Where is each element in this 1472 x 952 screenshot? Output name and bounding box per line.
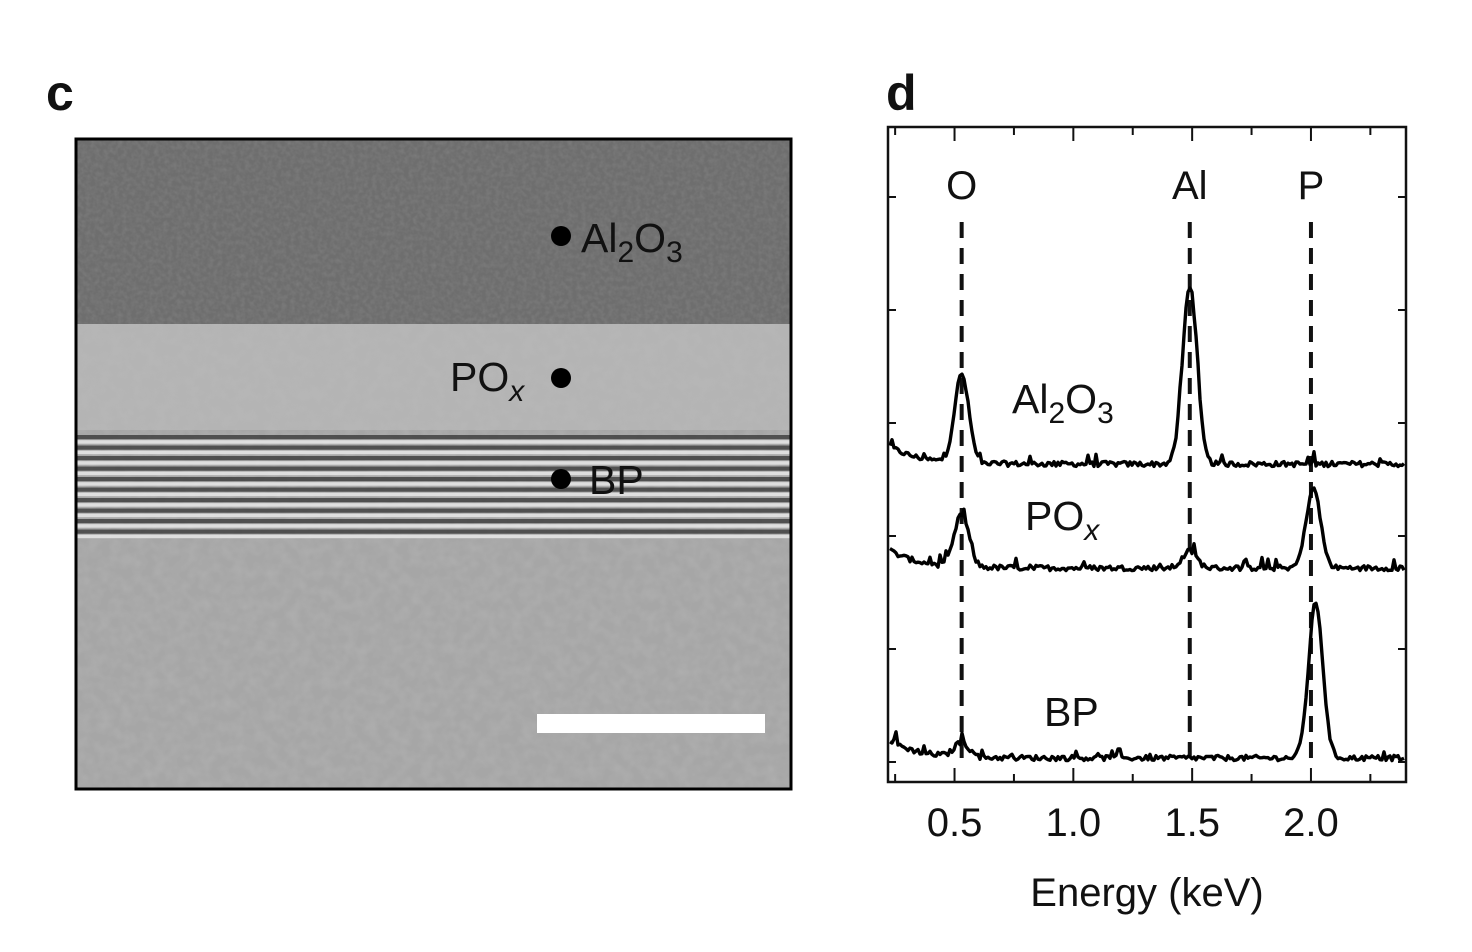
- bp-fringe-dark: [77, 477, 791, 482]
- series-label: Al2O3: [1012, 376, 1114, 430]
- bp-fringe-dark: [77, 508, 791, 513]
- series-label: POx: [1025, 493, 1100, 547]
- bp-fringe-dark: [77, 487, 791, 492]
- bp-fringe-light: [77, 513, 791, 518]
- panel-letter-d: d: [886, 65, 917, 121]
- label-pox-tem: POx: [450, 354, 525, 408]
- bp-fringe-dark: [77, 445, 791, 450]
- x-tick-label: 1.5: [1164, 801, 1220, 845]
- panel-letter-c: c: [46, 65, 74, 121]
- bp-fringe-light: [77, 482, 791, 486]
- x-tick-label: 2.0: [1283, 801, 1339, 845]
- bp-fringe-light: [77, 450, 791, 455]
- scale-bar: [537, 714, 765, 733]
- spectrum-line-0: [888, 286, 1406, 469]
- series-labels: Al2O3 POx BP: [1012, 376, 1114, 735]
- bp-fringe-dark: [77, 529, 791, 534]
- bp-lattice-fringes: [77, 435, 791, 539]
- bp-fringe-dark: [77, 456, 791, 461]
- x-axis-label: Energy (keV): [1030, 871, 1263, 915]
- bp-fringe-dark: [77, 435, 791, 440]
- bp-fringe-dark: [77, 519, 791, 524]
- bp-fringe-light: [77, 471, 791, 476]
- bp-fringe-light: [77, 440, 791, 444]
- label-bp-tem: BP: [589, 457, 644, 503]
- series-label: BP: [1044, 689, 1099, 735]
- bp-fringe-dark: [77, 466, 791, 471]
- bp-fringe-dark: [77, 498, 791, 503]
- bp-fringe-light: [77, 534, 791, 539]
- element-label: P: [1298, 164, 1325, 208]
- spectrum-line-1: [889, 486, 1406, 573]
- tem-micrograph: [77, 139, 791, 788]
- x-tick-label: 1.0: [1046, 801, 1102, 845]
- marker-pox: [551, 368, 571, 388]
- label-al2o3-tem: Al2O3: [581, 215, 683, 269]
- tem-frame: [74, 137, 793, 791]
- spectrum-line-2: [889, 601, 1405, 763]
- marker-bp: [551, 469, 571, 489]
- element-label: O: [946, 164, 977, 208]
- eds-spectra-chart: 0.5 1.0 1.5 2.0 O Al P Al2O3 POx BP Energy (keV…: [886, 125, 1408, 915]
- axis-ticks: [888, 127, 1406, 782]
- element-label: Al: [1172, 164, 1208, 208]
- chart-frame: [886, 125, 1408, 784]
- bp-fringe-light: [77, 461, 791, 465]
- bp-fringe-light: [77, 492, 791, 497]
- bp-fringe-light: [77, 503, 791, 507]
- x-tick-labels: 0.5 1.0 1.5 2.0: [927, 801, 1339, 845]
- marker-al2o3: [551, 226, 571, 246]
- bp-fringe-light: [77, 524, 791, 528]
- spectra-series: [888, 286, 1406, 763]
- x-tick-label: 0.5: [927, 801, 983, 845]
